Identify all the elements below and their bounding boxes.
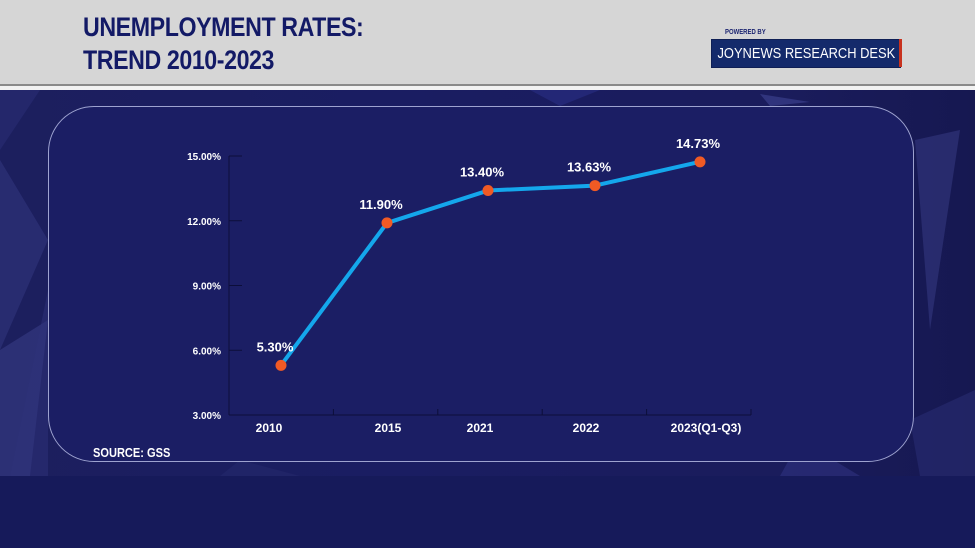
header-divider [0,86,975,90]
data-value-label: 5.30% [257,339,294,354]
bottom-band [0,476,975,548]
x-tick-label: 2021 [467,421,494,435]
y-tick-label: 6.00% [193,346,221,357]
x-tick-label: 2023(Q1-Q3) [671,421,742,435]
header-bar: UNEMPLOYMENT RATES: TREND 2010-2023 POWE… [0,0,975,86]
y-tick-label: 12.00% [187,217,221,228]
y-axis-ticks: 3.00% 6.00% 9.00% 12.00% 15.00% [187,152,242,422]
page-title: UNEMPLOYMENT RATES: TREND 2010-2023 [83,11,364,77]
data-value-label: 14.73% [676,136,721,151]
title-line-2: TREND 2010-2023 [83,45,275,75]
brand-logo: JOYNEWS RESEARCH DESK [711,39,901,68]
powered-by-label: POWERED BY [725,29,766,36]
data-value-label: 13.40% [460,165,505,180]
data-points [275,156,706,371]
y-tick-label: 3.00% [193,411,221,422]
y-tick-label: 9.00% [193,282,221,293]
data-value-label: 13.63% [567,160,612,175]
y-tick-label: 15.00% [187,152,221,163]
data-value-label: 11.90% [359,197,403,212]
x-axis-ticks: 2010 2015 2021 2022 2023(Q1-Q3) [228,409,752,435]
data-point-marker [482,185,494,197]
data-point-marker [381,217,393,229]
brand-accent-bar [899,39,902,67]
data-point-marker [589,180,601,192]
source-note: SOURCE: GSS [93,445,171,460]
title-line-1: UNEMPLOYMENT RATES: [83,12,364,42]
data-labels: 5.30% 11.90% 13.40% 13.63% 14.73% [257,136,721,355]
brand-label: JOYNEWS RESEARCH DESK [717,45,895,62]
data-point-marker [694,156,706,168]
x-tick-label: 2010 [256,421,283,435]
chart-panel [48,106,914,462]
x-tick-label: 2022 [573,421,600,435]
data-point-marker [275,359,287,371]
background-shapes [0,90,975,476]
x-tick-label: 2015 [375,421,402,435]
